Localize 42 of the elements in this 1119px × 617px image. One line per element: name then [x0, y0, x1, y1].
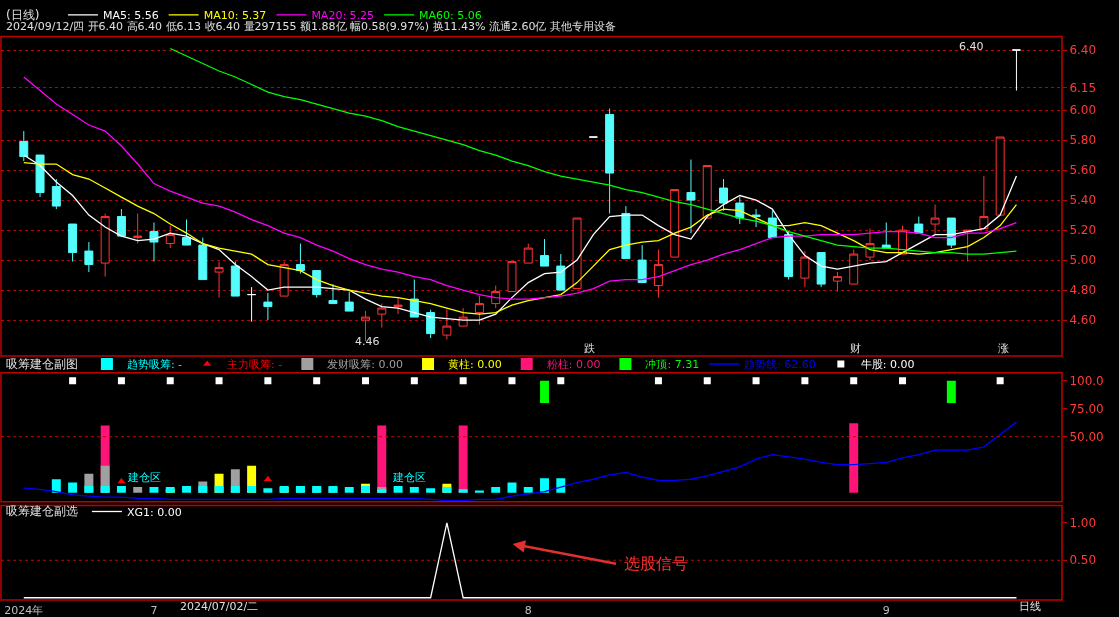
annotation: 6.40 [959, 40, 984, 53]
legend-label: 发财吸筹: 0.00 [327, 358, 404, 372]
y-tick-label: 5.80 [1069, 133, 1097, 148]
legend-label: 趋势线: 62.60 [744, 358, 816, 372]
annotation: 2024/07/02/二 [180, 600, 259, 613]
y-tick-label: 50.00 [1069, 429, 1104, 444]
annotation: 涨 [998, 342, 1009, 355]
legend-label: XG1: 0.00 [126, 505, 182, 519]
x-tick-label: 8 [524, 604, 532, 617]
annotation: 日线 [1019, 600, 1041, 613]
y-tick-label: 6.15 [1069, 80, 1097, 95]
y-tick-label: 5.40 [1069, 193, 1097, 208]
annotation: 跌 [584, 342, 595, 355]
x-tick-label: 2024年 [4, 604, 44, 617]
y-tick-label: 100.0 [1069, 373, 1104, 388]
annotation: 财 [850, 342, 861, 355]
annotation: 4.46 [355, 335, 380, 348]
legend-label: 牛股: 0.00 [860, 358, 915, 372]
y-tick-label: 4.80 [1069, 283, 1097, 298]
legend-label: 黄柱: 0.00 [448, 358, 502, 372]
y-tick-label: 0.50 [1069, 553, 1097, 568]
annotation: 选股信号 [624, 554, 688, 573]
legend-label: 趋势吸筹: - [126, 358, 183, 372]
legend-label: 冲顶: 7.31 [645, 358, 700, 372]
y-tick-label: 5.20 [1069, 223, 1097, 238]
legend-label: 主力吸筹: - [227, 358, 283, 372]
y-tick-label: 4.60 [1069, 313, 1097, 328]
y-tick-label: 5.60 [1069, 163, 1097, 178]
x-tick-label: 9 [882, 604, 890, 617]
chart-subtitle: 2024/09/12/四 开6.40 高6.40 低6.13 收6.40 量297155 额1.88亿 幅0.58(9.97%) 换11.43% 流通2.60亿 其他专用设备 [6, 20, 616, 33]
chart-title: 吸筹建仓副图 [6, 357, 78, 371]
x-tick-label: 7 [150, 604, 158, 617]
y-tick-label: 75.00 [1069, 401, 1104, 416]
y-tick-label: 5.00 [1069, 253, 1097, 268]
y-tick-label: 1.00 [1069, 516, 1097, 531]
chart-title: 吸筹建仓副选 [6, 504, 78, 518]
legend-label: 粉柱: 0.00 [546, 358, 601, 372]
annotation: 建仓区 [127, 471, 161, 484]
y-tick-label: 6.40 [1069, 43, 1097, 58]
chart-title: (日线) [6, 8, 40, 22]
annotation: 建仓区 [392, 471, 426, 484]
y-tick-label: 6.00 [1069, 103, 1097, 118]
